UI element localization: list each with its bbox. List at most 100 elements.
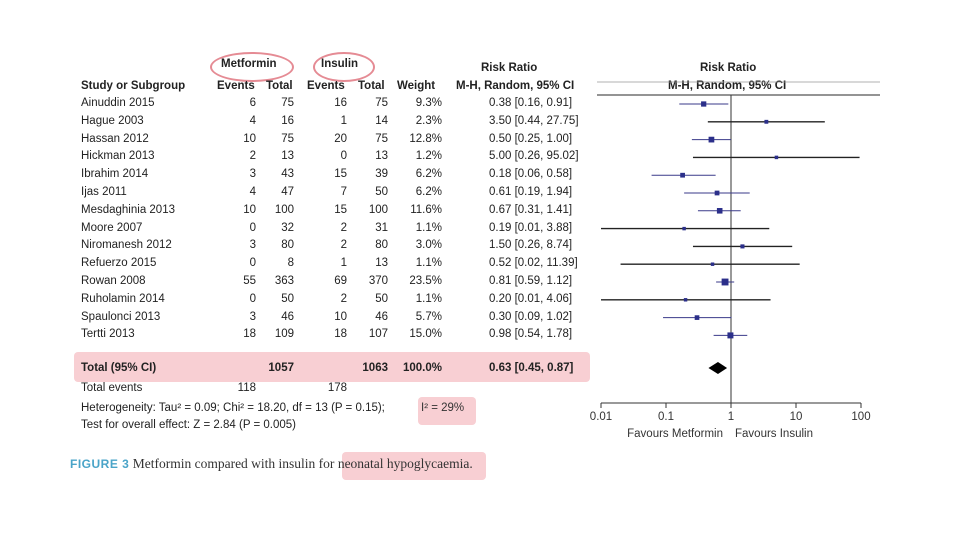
ins-total: 75 (375, 97, 388, 109)
total-weight: 100.0% (402, 362, 442, 374)
insulin-circle-annotation (313, 52, 375, 82)
x-tick-label: 10 (790, 411, 803, 423)
table-row: Moore 2007 0 32 2 31 1.1% 0.19 [0.01, 3.88] (0, 222, 600, 239)
study-name: Refuerzo 2015 (81, 257, 157, 270)
ins-total: 50 (375, 292, 388, 305)
risk-ratio-ci: 1.50 [0.26, 8.74] (489, 239, 573, 252)
ci-header: M-H, Random, 95% CI (456, 80, 575, 92)
i2-highlight (418, 397, 476, 425)
point-estimate-marker (680, 172, 685, 178)
caption-highlight-text: neonatal hypoglycaemia. (337, 456, 473, 471)
ins-total: 14 (375, 114, 388, 127)
met-events: 4 (249, 186, 256, 198)
weight: 6.2% (415, 168, 442, 181)
x-tick-label: 1 (728, 411, 734, 423)
ins-total: 31 (375, 221, 388, 234)
ins-events: 18 (334, 328, 347, 341)
ins-events: 1 (340, 114, 347, 127)
study-name: Rowan 2008 (81, 275, 146, 287)
figure-label: FIGURE 3 (70, 457, 130, 471)
point-estimate-marker (694, 315, 700, 320)
caption-text: Metformin compared with insulin for (132, 456, 335, 471)
weight: 9.3% (415, 97, 442, 109)
ins-events: 16 (334, 97, 347, 109)
table-row: Hague 2003 4 16 1 14 2.3% 3.50 [0.44, 27.75] (0, 115, 600, 132)
weight: 11.6% (410, 203, 442, 216)
table-row: Ibrahim 2014 3 43 15 39 6.2% 0.18 [0.06, 0.58] (0, 168, 600, 185)
favours-insulin-label: Favours Insulin (735, 428, 813, 440)
point-estimate-marker (701, 101, 707, 107)
met-total: 46 (281, 310, 294, 323)
met-events: 3 (249, 239, 256, 252)
ins-events: 7 (340, 186, 347, 198)
met-total: 47 (281, 186, 294, 198)
ins-total: 75 (375, 132, 388, 145)
ins-events: 2 (340, 239, 347, 252)
ins-events: 15 (334, 168, 347, 181)
metformin-circle-annotation (210, 52, 294, 82)
x-tick-label: 0.1 (658, 411, 674, 423)
caption-highlight (342, 452, 486, 480)
ins-events-header: Events (307, 80, 345, 92)
table-row: Mesdaghinia 2013 10 100 15 100 11.6% 0.67 [0.3… (0, 204, 600, 221)
table-row: Refuerzo 2015 0 8 1 13 1.1% 0.52 [0.02, 11.39] (0, 257, 600, 274)
risk-ratio-ci: 0.19 [0.01, 3.88] (489, 221, 573, 234)
weight: 2.3% (415, 114, 442, 127)
met-total: 363 (274, 275, 294, 287)
study-name: Hassan 2012 (81, 132, 149, 145)
study-name: Spaulonci 2013 (81, 310, 161, 323)
weight-header: Weight (397, 80, 436, 92)
met-events: 2 (249, 150, 256, 163)
risk-ratio-ci: 0.20 [0.01, 4.06] (489, 292, 573, 305)
i2-value: I² = 29% (421, 402, 465, 414)
met-events: 55 (243, 275, 256, 287)
point-estimate-marker (721, 278, 729, 286)
table-row: Spaulonci 2013 3 46 10 46 5.7% 0.30 [0.09, 1.0… (0, 311, 600, 328)
met-events: 4 (249, 114, 256, 127)
risk-ratio-ci: 0.61 [0.19, 1.94] (489, 186, 573, 198)
table-row: Hickman 2013 2 13 0 13 1.2% 5.00 [0.26, 95.02] (0, 150, 600, 167)
met-events: 0 (249, 292, 256, 305)
met-total: 75 (281, 132, 294, 145)
insulin-group-header: Insulin (321, 58, 359, 70)
total-events-met: 118 (237, 382, 256, 394)
ins-events: 15 (334, 203, 347, 216)
ins-events: 0 (340, 150, 347, 163)
ins-total: 13 (375, 150, 388, 163)
ins-total: 370 (368, 275, 388, 287)
ins-total: 39 (375, 168, 388, 181)
ins-total: 50 (375, 186, 388, 198)
ins-events: 2 (340, 292, 347, 305)
ins-total: 46 (375, 310, 388, 323)
risk-ratio-ci: 0.18 [0.06, 0.58] (489, 168, 573, 181)
met-total: 80 (281, 239, 294, 252)
risk-ratio-ci: 0.52 [0.02, 11.39] (489, 257, 578, 270)
total-events-ins: 178 (327, 382, 347, 394)
point-estimate-marker (714, 190, 720, 196)
met-total: 109 (274, 328, 294, 341)
weight: 5.7% (415, 310, 442, 323)
plot-ci-header: M-H, Random, 95% CI (668, 80, 787, 92)
total-ci: 0.63 [0.45, 0.87] (489, 362, 574, 374)
met-events-header: Events (217, 80, 255, 92)
ins-total: 107 (368, 328, 388, 341)
table-row: Ruholamin 2014 0 50 2 50 1.1% 0.20 [0.01, 4.06… (0, 293, 600, 310)
pooled-diamond (708, 362, 728, 374)
met-total: 75 (281, 97, 294, 109)
study-name: Ruholamin 2014 (81, 292, 165, 305)
study-name: Mesdaghinia 2013 (81, 203, 175, 216)
total-ins-total: 1063 (362, 362, 388, 374)
weight: 1.1% (415, 221, 442, 234)
risk-ratio-header: Risk Ratio (481, 62, 538, 74)
met-total: 50 (281, 292, 294, 305)
point-estimate-marker (710, 262, 715, 266)
ins-total: 100 (368, 203, 388, 216)
ins-total: 13 (375, 257, 388, 270)
table-row: Ainuddin 2015 6 75 16 75 9.3% 0.38 [0.16, 0.91… (0, 97, 600, 114)
study-name: Hickman 2013 (81, 150, 155, 163)
met-events: 0 (249, 257, 256, 270)
risk-ratio-ci: 0.38 [0.16, 0.91] (489, 97, 573, 109)
met-total: 43 (281, 168, 294, 181)
table-row: Niromanesh 2012 3 80 2 80 3.0% 1.50 [0.26, 8.7… (0, 239, 600, 256)
point-estimate-marker (708, 136, 715, 143)
